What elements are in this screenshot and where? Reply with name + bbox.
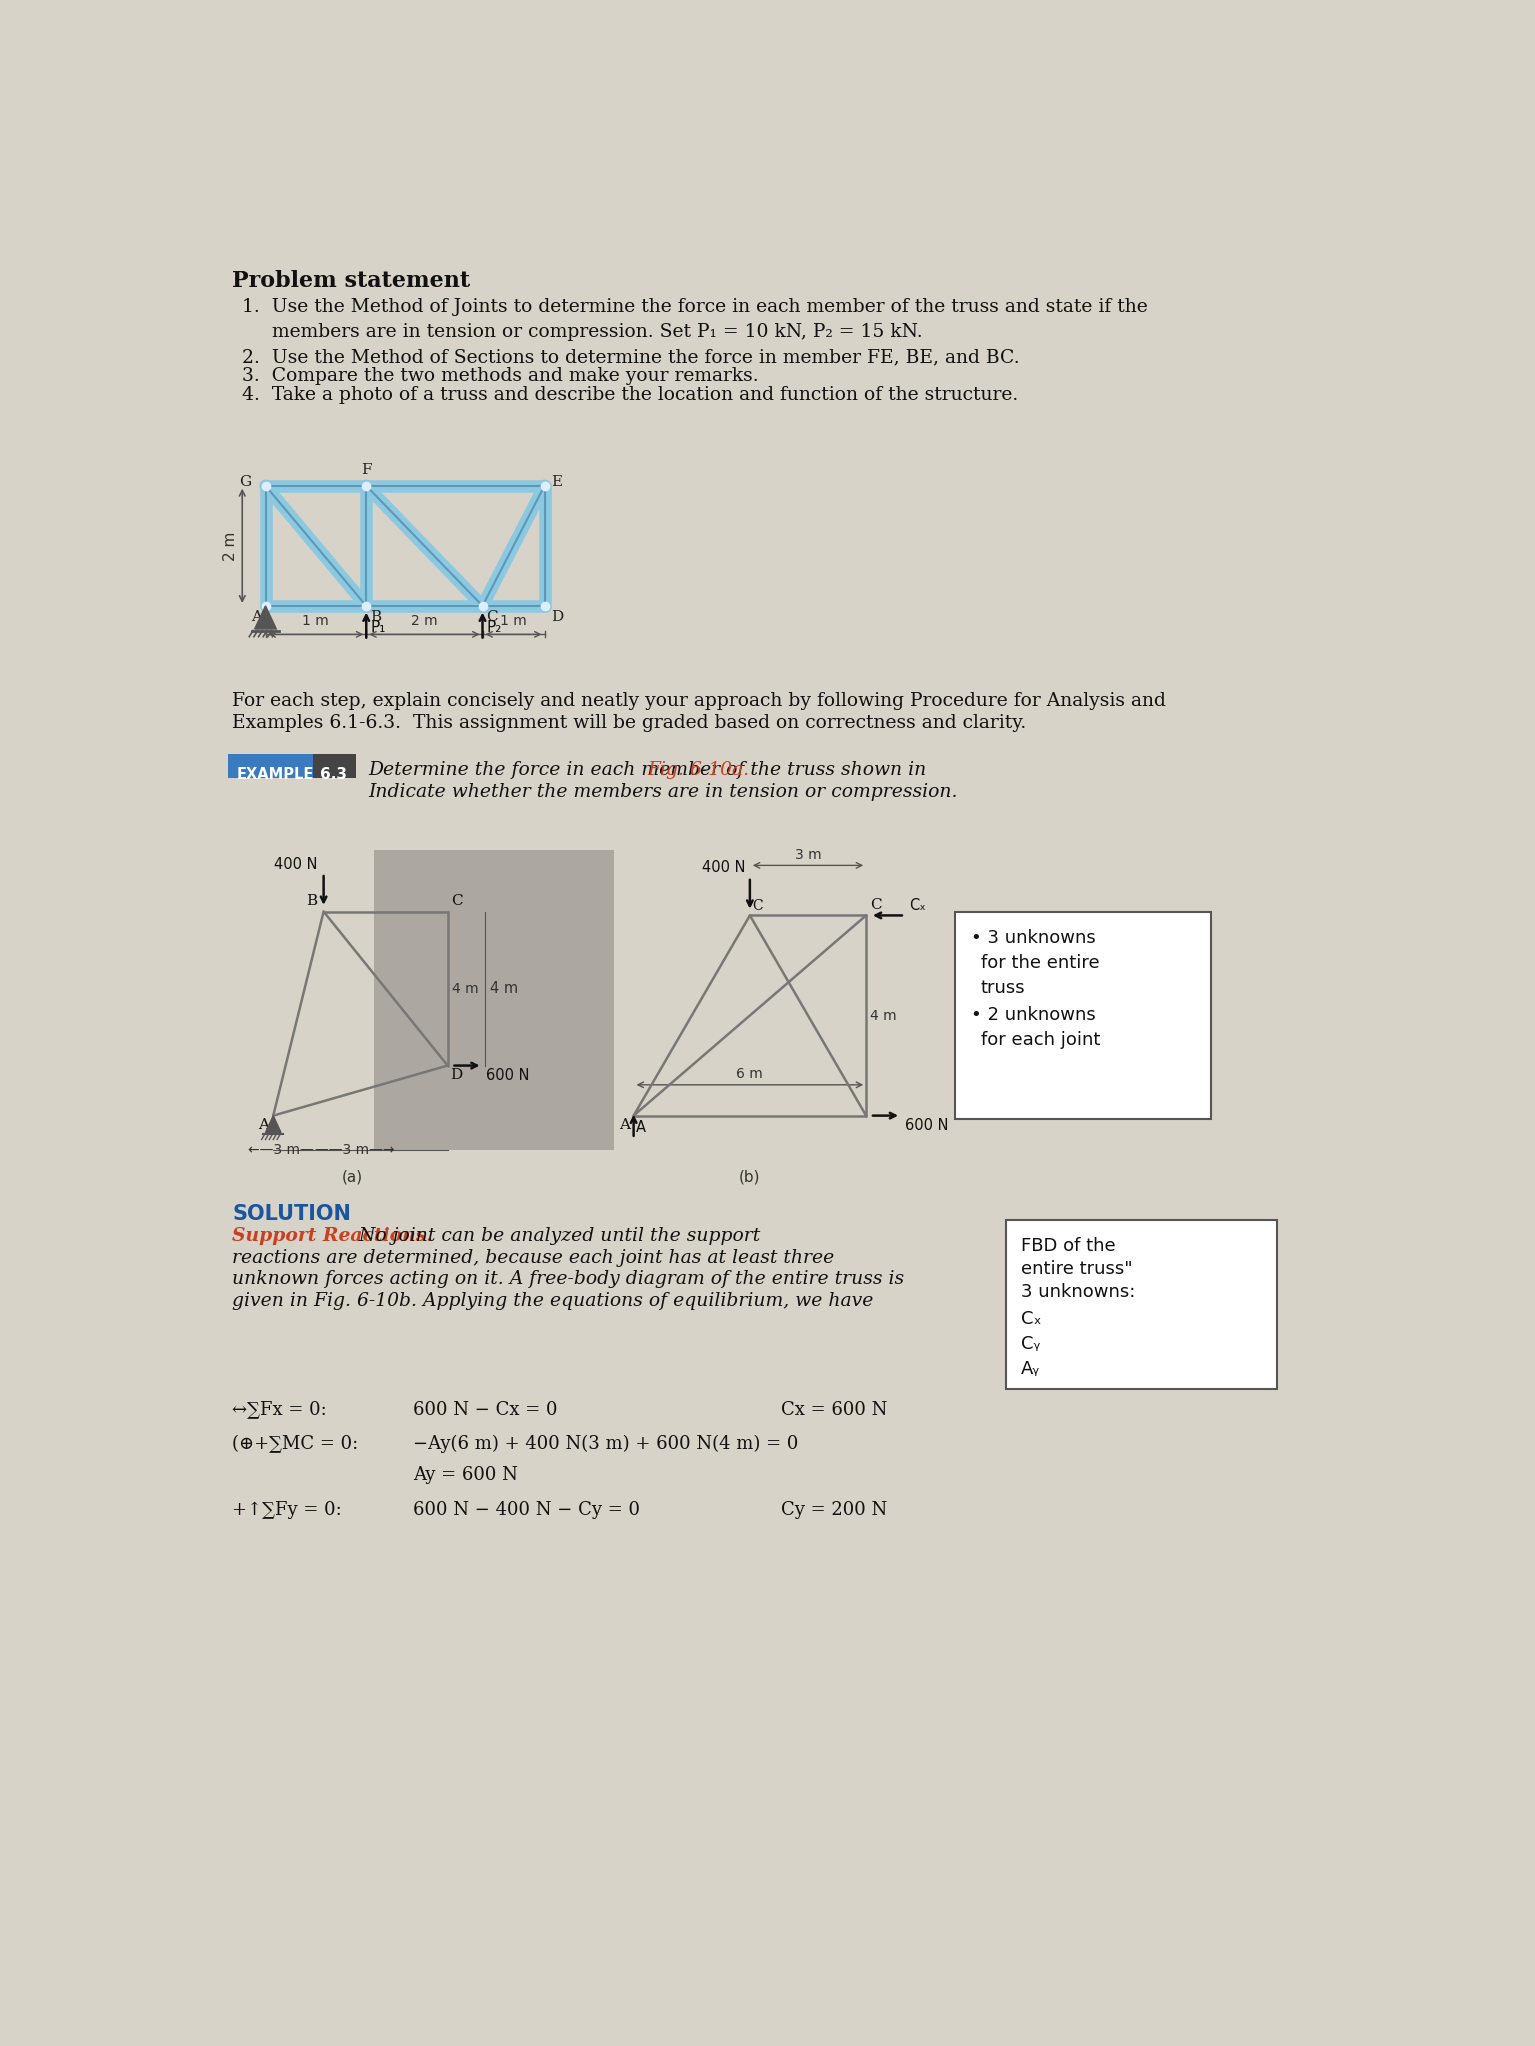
Text: given in Fig. 6-10b. Applying the equations of equilibrium, we have: given in Fig. 6-10b. Applying the equati… (232, 1291, 873, 1309)
Text: Indicate whether the members are in tension or compression.: Indicate whether the members are in tens… (368, 784, 958, 800)
Text: 400 N: 400 N (703, 861, 746, 876)
Text: P₁: P₁ (370, 620, 385, 634)
Text: 1 m: 1 m (500, 614, 527, 628)
Text: Cₓ: Cₓ (1021, 1309, 1042, 1328)
Text: For each step, explain concisely and neatly your approach by following Procedure: For each step, explain concisely and nea… (232, 692, 1167, 710)
Text: B: B (370, 610, 381, 624)
Text: 4.  Take a photo of a truss and describe the location and function of the struct: 4. Take a photo of a truss and describe … (243, 387, 1019, 405)
Text: 2.  Use the Method of Sections to determine the force in member FE, BE, and BC.: 2. Use the Method of Sections to determi… (243, 348, 1019, 366)
FancyBboxPatch shape (955, 913, 1211, 1119)
Text: P₂: P₂ (487, 620, 502, 634)
FancyBboxPatch shape (1005, 1219, 1277, 1389)
Text: B: B (307, 894, 318, 908)
Text: G: G (239, 475, 252, 489)
Text: 4 m: 4 m (490, 982, 519, 996)
Text: for the entire: for the entire (981, 953, 1099, 972)
Text: C: C (487, 610, 497, 624)
Text: 6 m: 6 m (737, 1066, 763, 1080)
Text: 3 unknowns:: 3 unknowns: (1021, 1283, 1136, 1301)
Text: 600 N: 600 N (487, 1068, 530, 1082)
Text: D: D (450, 1068, 462, 1082)
Text: 400 N: 400 N (273, 857, 318, 872)
Text: C: C (870, 898, 881, 913)
Text: ——3 m—→: ——3 m—→ (315, 1142, 394, 1156)
Text: C: C (451, 894, 464, 908)
Text: 2 m: 2 m (224, 532, 238, 561)
Text: Support Reactions.: Support Reactions. (232, 1228, 433, 1246)
Text: (⊕+∑MC = 0:: (⊕+∑MC = 0: (232, 1434, 359, 1453)
Text: Aᵧ: Aᵧ (1021, 1361, 1041, 1379)
Text: (b): (b) (740, 1170, 761, 1185)
Text: • 3 unknowns: • 3 unknowns (970, 929, 1096, 947)
Text: 600 N − Cx = 0: 600 N − Cx = 0 (413, 1402, 557, 1418)
Text: A: A (635, 1119, 646, 1136)
Text: 4 m: 4 m (870, 1009, 896, 1023)
Text: 600 N: 600 N (904, 1117, 949, 1133)
Text: D: D (551, 610, 563, 624)
Text: 1.  Use the Method of Joints to determine the force in each member of the truss : 1. Use the Method of Joints to determine… (243, 299, 1148, 315)
Text: F: F (361, 462, 371, 477)
Text: Ay = 600 N: Ay = 600 N (413, 1467, 517, 1483)
Text: No joint can be analyzed until the support: No joint can be analyzed until the suppo… (347, 1228, 760, 1246)
Text: A: A (250, 610, 261, 624)
Text: 2 m: 2 m (411, 614, 437, 628)
Text: Cx = 600 N: Cx = 600 N (781, 1402, 887, 1418)
Text: A: A (258, 1117, 269, 1131)
Text: (a): (a) (342, 1170, 364, 1185)
Text: for each joint: for each joint (981, 1031, 1101, 1050)
Text: Determine the force in each member of the truss shown in: Determine the force in each member of th… (368, 761, 933, 780)
Text: FBD of the: FBD of the (1021, 1238, 1116, 1256)
Text: 1 m: 1 m (302, 614, 328, 628)
Text: Cₓ: Cₓ (909, 898, 926, 913)
Text: C: C (752, 898, 763, 913)
Text: Problem statement: Problem statement (232, 270, 470, 293)
Text: ↔∑Fx = 0:: ↔∑Fx = 0: (232, 1402, 327, 1418)
Text: EXAMPLE: EXAMPLE (236, 767, 315, 782)
Text: ←—3 m—: ←—3 m— (249, 1142, 313, 1156)
Text: 3.  Compare the two methods and make your remarks.: 3. Compare the two methods and make your… (243, 366, 758, 385)
Text: 4 m: 4 m (451, 982, 477, 996)
Text: Fig. 6-10a.: Fig. 6-10a. (646, 761, 749, 780)
Text: 3 m: 3 m (795, 847, 821, 861)
Text: unknown forces acting on it. A free-body diagram of the entire truss is: unknown forces acting on it. A free-body… (232, 1271, 904, 1289)
Text: −Ay(6 m) + 400 N(3 m) + 600 N(4 m) = 0: −Ay(6 m) + 400 N(3 m) + 600 N(4 m) = 0 (413, 1434, 798, 1453)
Text: members are in tension or compression. Set P₁ = 10 kN, P₂ = 15 kN.: members are in tension or compression. S… (243, 323, 923, 340)
Text: SOLUTION: SOLUTION (232, 1205, 352, 1224)
Text: Cy = 200 N: Cy = 200 N (781, 1500, 887, 1518)
Text: Examples 6.1-6.3.  This assignment will be graded based on correctness and clari: Examples 6.1-6.3. This assignment will b… (232, 714, 1027, 732)
Text: entire truss": entire truss" (1021, 1260, 1133, 1279)
Text: 6.3: 6.3 (319, 767, 347, 782)
Text: +↑∑Fy = 0:: +↑∑Fy = 0: (232, 1500, 342, 1518)
Polygon shape (255, 606, 276, 628)
FancyBboxPatch shape (375, 849, 614, 1150)
Text: E: E (551, 475, 562, 489)
Text: Cᵧ: Cᵧ (1021, 1336, 1041, 1352)
FancyBboxPatch shape (227, 753, 316, 777)
Text: 600 N − 400 N − Cy = 0: 600 N − 400 N − Cy = 0 (413, 1500, 640, 1518)
Text: A: A (619, 1117, 629, 1131)
Polygon shape (266, 1115, 281, 1133)
FancyBboxPatch shape (313, 753, 356, 777)
Text: • 2 unknowns: • 2 unknowns (970, 1007, 1096, 1025)
Text: reactions are determined, because each joint has at least three: reactions are determined, because each j… (232, 1248, 835, 1266)
Text: truss: truss (981, 978, 1025, 996)
